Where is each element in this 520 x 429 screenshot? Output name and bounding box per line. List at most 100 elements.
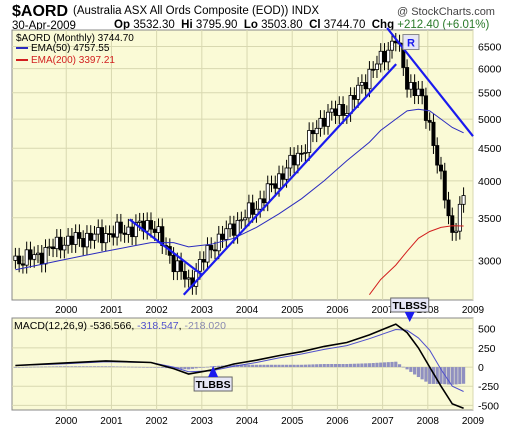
macd-hist-bar <box>266 364 270 368</box>
macd-hist-bar <box>32 366 36 368</box>
macd-hist-bar <box>58 366 63 368</box>
price-bar-body <box>107 233 112 235</box>
macd-hist-bar <box>273 364 277 368</box>
price-bar-body <box>258 198 263 210</box>
price-bar-body <box>239 219 244 222</box>
macd-hist-bar <box>382 362 387 368</box>
macd-hist-bar <box>239 364 243 368</box>
chart-title: (Australia ASX All Ords Composite (EOD))… <box>73 5 319 17</box>
macd-y-tick-label: -250 <box>478 381 499 393</box>
price-x-tick-label: 2007 <box>371 305 394 316</box>
hist-value: -218.020 <box>184 320 226 332</box>
macd-hist-bar <box>345 364 349 368</box>
price-bar-body <box>359 82 364 86</box>
price-x-tick-label: 2005 <box>281 305 304 316</box>
macd-hist-bar <box>360 363 364 368</box>
price-bar-body <box>35 252 40 256</box>
open-label: Op <box>114 19 130 31</box>
macd-y-tick-label: 0 <box>478 362 484 374</box>
macd-hist-bar <box>356 363 360 368</box>
price-bar-body <box>382 50 387 63</box>
price-bar-body <box>20 263 25 266</box>
macd-hist-bar <box>390 361 394 368</box>
price-bar-body <box>446 199 451 217</box>
price-bar-body <box>118 221 123 234</box>
macd-hist-bar <box>446 367 451 385</box>
macd-x-tick-label: 2000 <box>55 416 78 427</box>
macd-x-tick-label: 2009 <box>462 416 485 427</box>
macd-hist-bar <box>318 364 323 368</box>
price-bar-body <box>284 167 289 180</box>
resistance-label-box <box>402 34 420 51</box>
macd-hist-bar <box>85 366 89 368</box>
tlbss-marker-label: TLBSS <box>393 300 427 312</box>
price-bar-body <box>454 230 459 233</box>
macd-hist-bar <box>364 363 368 368</box>
macd-hist-bar <box>228 365 232 368</box>
price-bar-body <box>250 202 255 215</box>
macd-hist-bar <box>51 366 55 368</box>
price-bar-body <box>58 236 63 251</box>
price-bar-body <box>333 108 338 116</box>
price-bars <box>13 33 466 295</box>
macd-hist-bar <box>213 366 217 368</box>
price-bar-body <box>220 233 225 240</box>
macd-hist-bar <box>296 364 300 368</box>
macd-hist-bar <box>269 364 274 368</box>
price-bar-body <box>205 245 210 263</box>
price-bar-body <box>435 145 440 166</box>
macd-x-tick-label: 2002 <box>146 416 169 427</box>
legend-price: $AORD (Monthly) 3744.70 <box>16 33 134 44</box>
macd-legend: MACD(12,26,9) -536.566, -318.547, -218.0… <box>14 320 226 332</box>
macd-hist-bar <box>277 364 281 368</box>
macd-y-tick-label: -500 <box>478 400 499 412</box>
macd-hist-bar <box>62 366 66 368</box>
price-bar-body <box>412 82 417 97</box>
macd-hist-bar <box>428 367 432 384</box>
price-bar-body <box>137 220 142 223</box>
price-x-tick-label: 2009 <box>462 305 485 316</box>
price-x-tick-label: 2004 <box>236 305 259 316</box>
exchange-label: INDX <box>291 5 320 17</box>
price-bar-body <box>92 233 97 241</box>
price-y-tick-label: 5000 <box>478 114 502 126</box>
trendline-3 <box>386 27 474 137</box>
macd-hist-bar <box>262 364 266 368</box>
macd-hist-bar <box>315 364 319 368</box>
price-bar-body <box>88 232 93 241</box>
change-value: +212.40 (+6.01%) <box>397 19 490 31</box>
macd-hist-bar <box>352 363 356 368</box>
price-bar-body <box>246 202 251 219</box>
price-panel <box>11 29 474 301</box>
ohlc-readout: Op 3532.30 Hi 3795.90 Lo 3503.80 Cl 3744… <box>114 19 489 31</box>
price-bar-body <box>363 82 368 90</box>
macd-hist-bar <box>379 362 383 368</box>
price-bar-body <box>288 154 293 169</box>
macd-hist-bar <box>156 367 161 368</box>
macd-hist-bar <box>138 366 142 368</box>
price-bar-body <box>427 120 432 123</box>
price-bar-body <box>201 259 206 263</box>
macd-hist-bar <box>119 366 123 368</box>
price-bar-body <box>133 222 138 238</box>
macd-hist-bar <box>409 367 413 372</box>
price-y-tick-label: 6000 <box>478 64 502 76</box>
price-bar-body <box>111 233 116 238</box>
macd-hist-bar <box>47 366 51 368</box>
price-bar-body <box>156 226 161 233</box>
price-bar-body <box>374 63 379 70</box>
legend-ema50-label: EMA(50) 4757.55 <box>31 43 110 54</box>
price-bar-body <box>277 173 282 189</box>
macd-hist-bar <box>424 367 428 382</box>
macd-hist-bar <box>375 362 379 368</box>
price-bar-body <box>307 130 312 153</box>
macd-hist-bar <box>292 364 296 368</box>
price-bar-body <box>213 249 218 252</box>
macd-hist-bar <box>333 364 338 368</box>
price-bar-body <box>17 255 22 265</box>
price-bar-body <box>43 247 48 265</box>
macd-hist-bar <box>326 364 330 368</box>
macd-hist-bar <box>43 366 48 368</box>
price-bar-body <box>243 217 248 221</box>
watermark: @ StockCharts.com <box>397 6 495 18</box>
